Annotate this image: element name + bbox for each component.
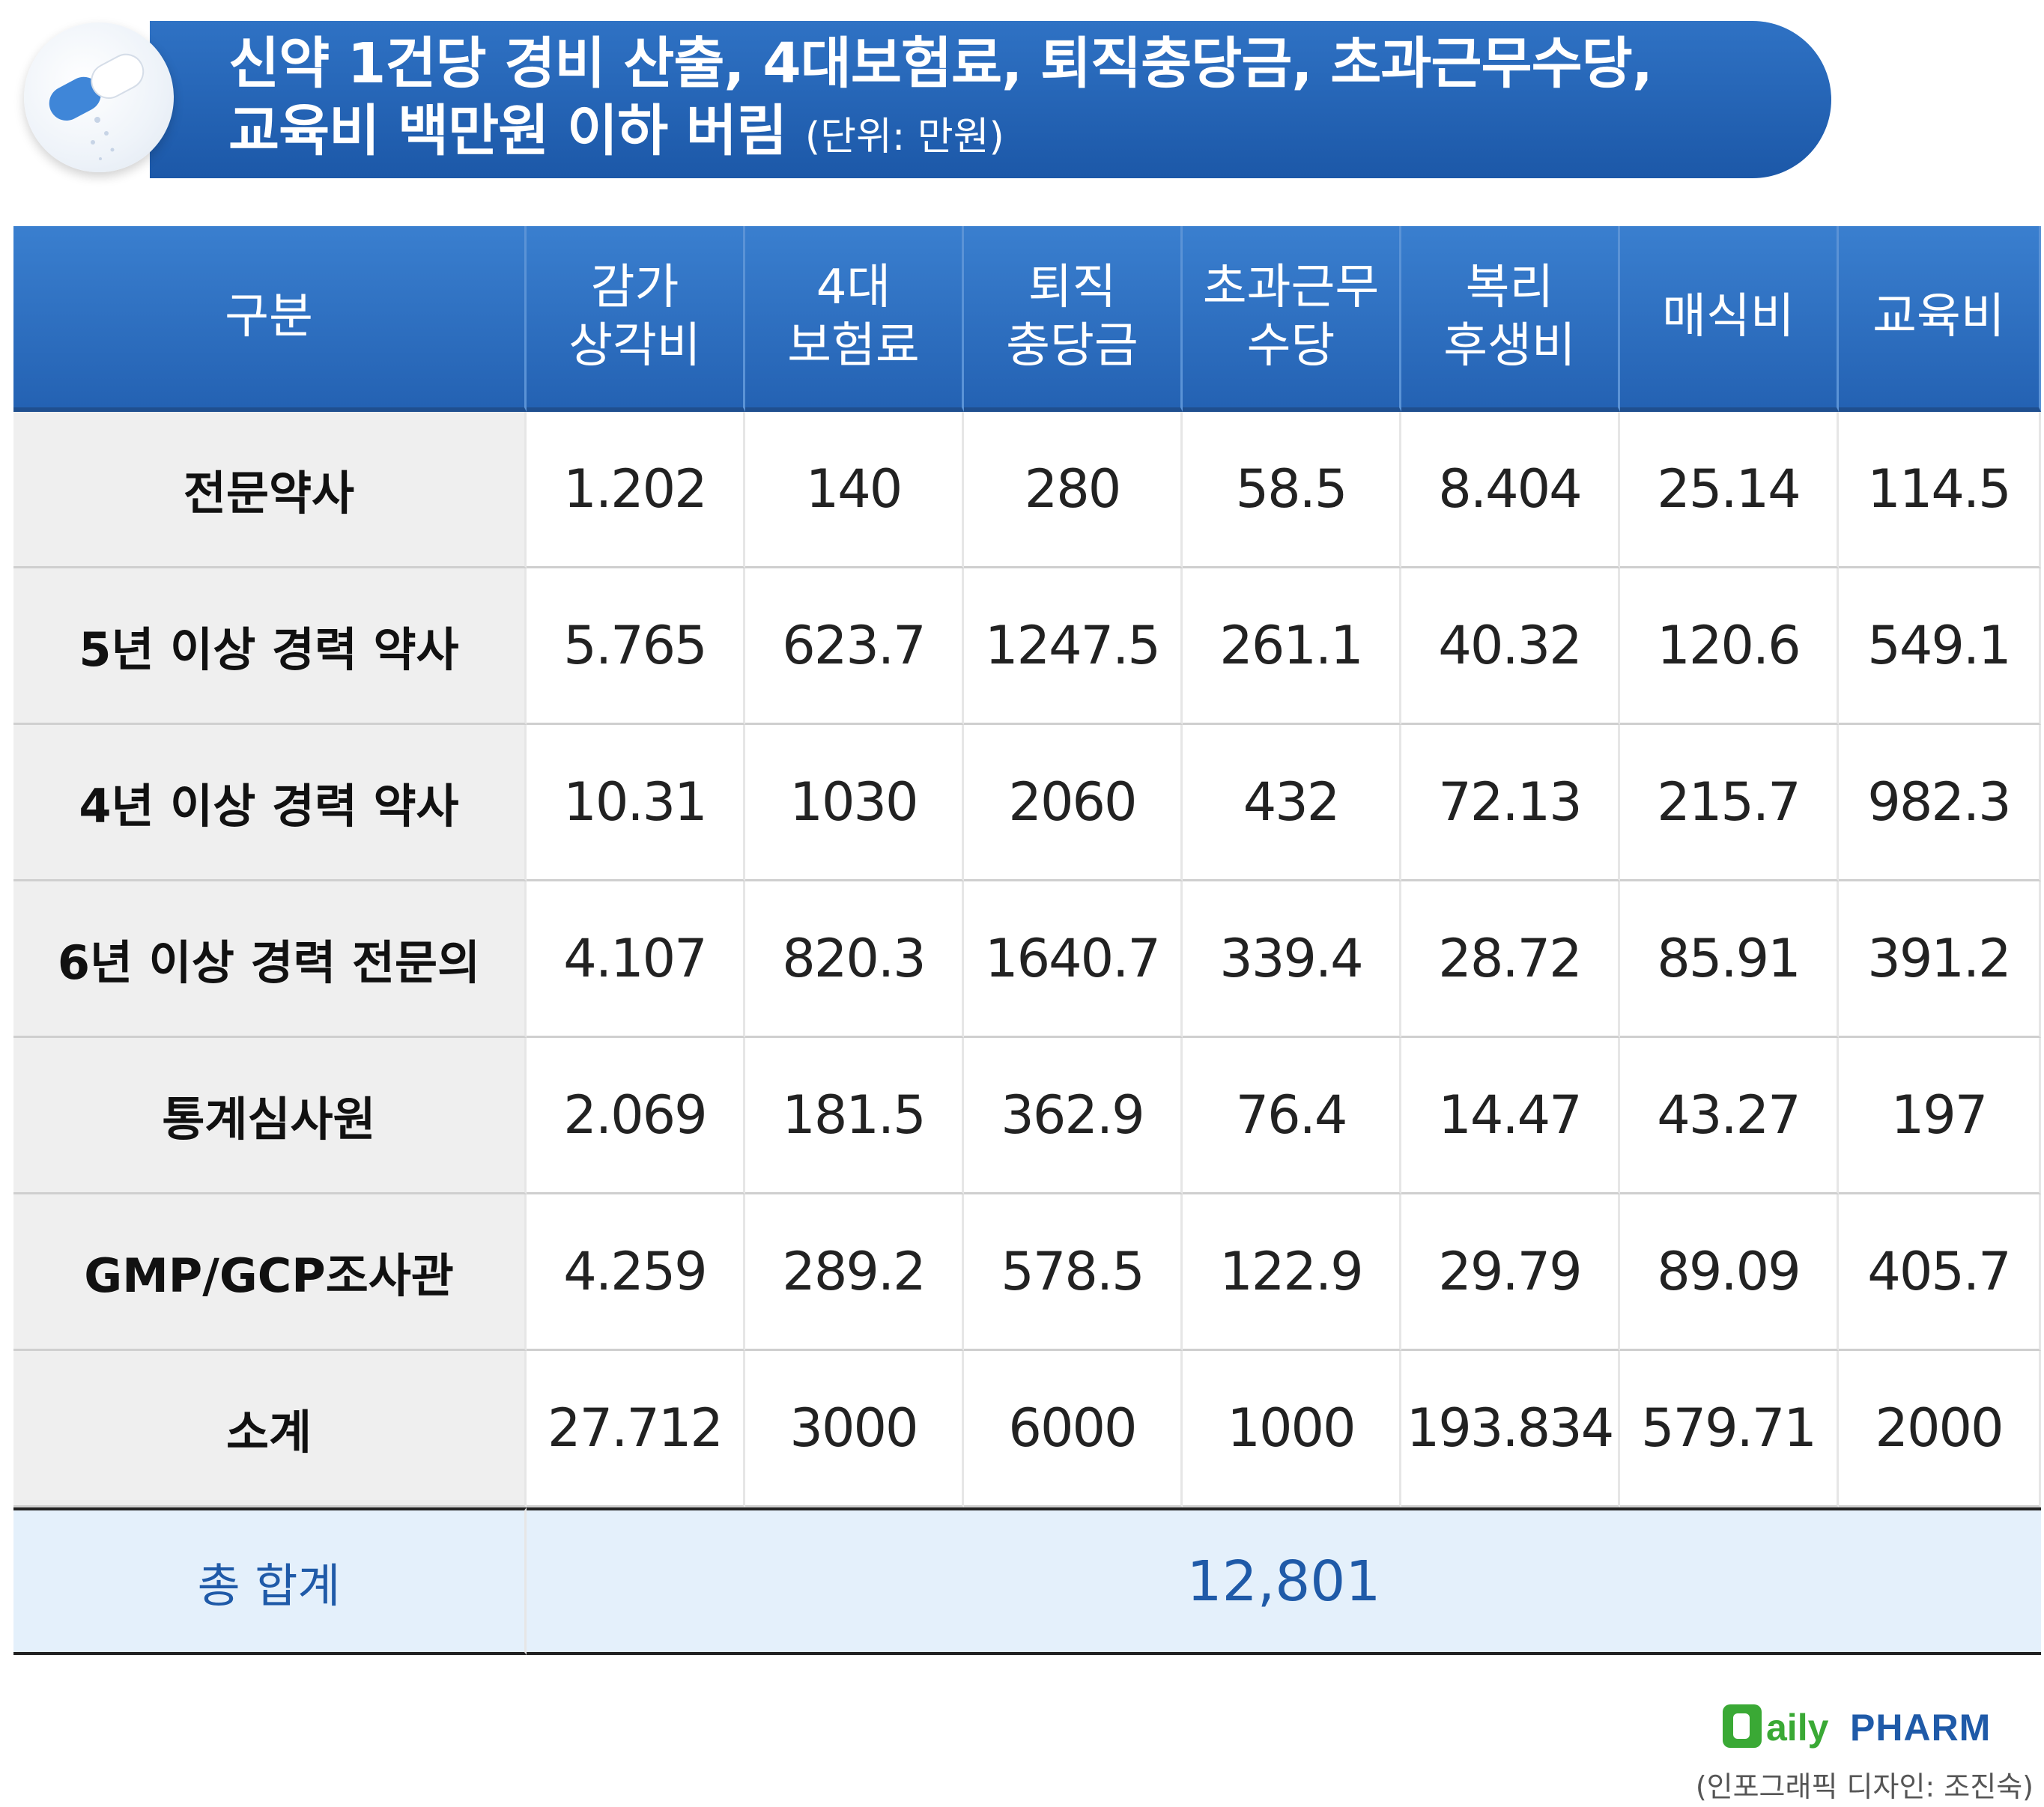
column-header-text: 4대 보험료 bbox=[787, 258, 920, 375]
column-header: 4대 보험료 bbox=[745, 226, 964, 412]
table-cell: 2.069 bbox=[527, 1038, 745, 1194]
table-cell: 10.31 bbox=[527, 725, 745, 881]
row-label: 통계심사원 bbox=[13, 1038, 527, 1194]
table-cell: 8.404 bbox=[1401, 412, 1620, 568]
table-cell: 6000 bbox=[964, 1351, 1183, 1507]
table-cell: 140 bbox=[745, 412, 964, 568]
unit-label: (단위: 만원) bbox=[804, 115, 1004, 160]
table-cell: 72.13 bbox=[1401, 725, 1620, 881]
table-cell: 14.47 bbox=[1401, 1038, 1620, 1194]
table-cell: 3000 bbox=[745, 1351, 964, 1507]
title-banner bbox=[150, 21, 1831, 178]
column-header-line2: 수당 bbox=[1246, 318, 1335, 374]
table-cell: 1.202 bbox=[527, 412, 745, 568]
column-header: 초과근무 수당 bbox=[1183, 226, 1401, 412]
table-cell: 982.3 bbox=[1839, 725, 2041, 881]
column-header: 퇴직 충당금 bbox=[964, 226, 1183, 412]
table-cell: 4.259 bbox=[527, 1194, 745, 1351]
column-header-text: 복리 후생비 bbox=[1443, 258, 1576, 375]
table-cell: 579.71 bbox=[1620, 1351, 1839, 1507]
svg-text:aily: aily bbox=[1766, 1707, 1829, 1749]
column-header-line1: 교육비 bbox=[1872, 289, 2005, 344]
table-cell: 549.1 bbox=[1839, 568, 2041, 725]
table-cell: 4.107 bbox=[527, 881, 745, 1038]
table-cell: 29.79 bbox=[1401, 1194, 1620, 1351]
row-label: 5년 이상 경력 약사 bbox=[13, 568, 527, 725]
table-cell: 114.5 bbox=[1839, 412, 2041, 568]
column-header-line2: 충당금 bbox=[1006, 318, 1138, 374]
table-cell: 85.91 bbox=[1620, 881, 1839, 1038]
design-credit: (인포그래픽 디자인: 조진숙) bbox=[1695, 1770, 2034, 1803]
column-header: 매식비 bbox=[1620, 226, 1839, 412]
column-header-line2: 후생비 bbox=[1443, 318, 1576, 374]
column-header-line1: 감가 bbox=[590, 260, 679, 315]
table-cell: 27.712 bbox=[527, 1351, 745, 1507]
table-cell: 76.4 bbox=[1183, 1038, 1401, 1194]
column-header-text: 구분 bbox=[225, 288, 313, 346]
table-cell: 193.834 bbox=[1401, 1351, 1620, 1507]
column-header: 감가 상각비 bbox=[527, 226, 745, 412]
total-label: 총 합계 bbox=[13, 1507, 527, 1655]
page-title: 신약 1건당 경비 산출, 4대보험료, 퇴직충당금, 초과근무수당, 교육비 … bbox=[228, 30, 1653, 171]
table-cell: 578.5 bbox=[964, 1194, 1183, 1351]
table-cell: 280 bbox=[964, 412, 1183, 568]
table-cell: 181.5 bbox=[745, 1038, 964, 1194]
column-header-text: 초과근무 수당 bbox=[1203, 258, 1380, 375]
table-cell: 623.7 bbox=[745, 568, 964, 725]
column-header: 복리 후생비 bbox=[1401, 226, 1620, 412]
daily-pharm-logo: aily PHARM bbox=[1723, 1704, 1991, 1749]
table-cell: 43.27 bbox=[1620, 1038, 1839, 1194]
column-header-line1: 매식비 bbox=[1662, 289, 1795, 344]
table-cell: 1247.5 bbox=[964, 568, 1183, 725]
table-cell: 40.32 bbox=[1401, 568, 1620, 725]
column-header: 구분 bbox=[13, 226, 527, 412]
title-line-2: 교육비 백만원 이하 버림 (단위: 만원) bbox=[228, 97, 1652, 171]
title-line-2-text: 교육비 백만원 이하 버림 bbox=[228, 99, 787, 163]
table-cell: 261.1 bbox=[1183, 568, 1401, 725]
table-cell: 289.2 bbox=[745, 1194, 964, 1351]
table-cell: 28.72 bbox=[1401, 881, 1620, 1038]
table-cell: 405.7 bbox=[1839, 1194, 2041, 1351]
row-label: 4년 이상 경력 약사 bbox=[13, 725, 527, 881]
column-header-line1: 초과근무 bbox=[1202, 260, 1380, 315]
column-header-line2: 상각비 bbox=[568, 318, 701, 374]
table-cell: 5.765 bbox=[527, 568, 745, 725]
table-cell: 432 bbox=[1183, 725, 1401, 881]
table-cell: 2000 bbox=[1839, 1351, 2041, 1507]
column-header-line1: 퇴직 bbox=[1028, 260, 1117, 315]
title-line-1: 신약 1건당 경비 산출, 4대보험료, 퇴직충당금, 초과근무수당, bbox=[228, 31, 1653, 96]
table-cell: 120.6 bbox=[1620, 568, 1839, 725]
table-cell: 2060 bbox=[964, 725, 1183, 881]
table-cell: 339.4 bbox=[1183, 881, 1401, 1038]
table-cell: 215.7 bbox=[1620, 725, 1839, 881]
table-cell: 391.2 bbox=[1839, 881, 2041, 1038]
row-label: 6년 이상 경력 전문의 bbox=[13, 881, 527, 1038]
table-cell: 89.09 bbox=[1620, 1194, 1839, 1351]
table-cell: 1640.7 bbox=[964, 881, 1183, 1038]
table-cell: 820.3 bbox=[745, 881, 964, 1038]
column-header: 교육비 bbox=[1839, 226, 2041, 412]
column-header-text: 퇴직 충당금 bbox=[1006, 258, 1138, 375]
table-cell: 1000 bbox=[1183, 1351, 1401, 1507]
table-cell: 1030 bbox=[745, 725, 964, 881]
column-header-line1: 4대 bbox=[816, 260, 891, 315]
total-value: 12,801 bbox=[527, 1507, 2041, 1655]
row-label: GMP/GCP조사관 bbox=[13, 1194, 527, 1351]
svg-text:PHARM: PHARM bbox=[1850, 1707, 1991, 1749]
capsule-icon bbox=[24, 22, 174, 172]
row-label: 소계 bbox=[13, 1351, 527, 1507]
column-header-text: 감가 상각비 bbox=[568, 258, 701, 375]
row-label: 전문약사 bbox=[13, 412, 527, 568]
column-header-text: 교육비 bbox=[1872, 288, 2005, 346]
table-cell: 58.5 bbox=[1183, 412, 1401, 568]
table-cell: 25.14 bbox=[1620, 412, 1839, 568]
column-header-text: 매식비 bbox=[1662, 288, 1795, 346]
table-cell: 197 bbox=[1839, 1038, 2041, 1194]
table-cell: 122.9 bbox=[1183, 1194, 1401, 1351]
column-header-line1: 복리 bbox=[1465, 260, 1554, 315]
table-cell: 362.9 bbox=[964, 1038, 1183, 1194]
column-header-line2: 보험료 bbox=[787, 318, 920, 374]
column-header-line1: 구분 bbox=[225, 289, 313, 344]
